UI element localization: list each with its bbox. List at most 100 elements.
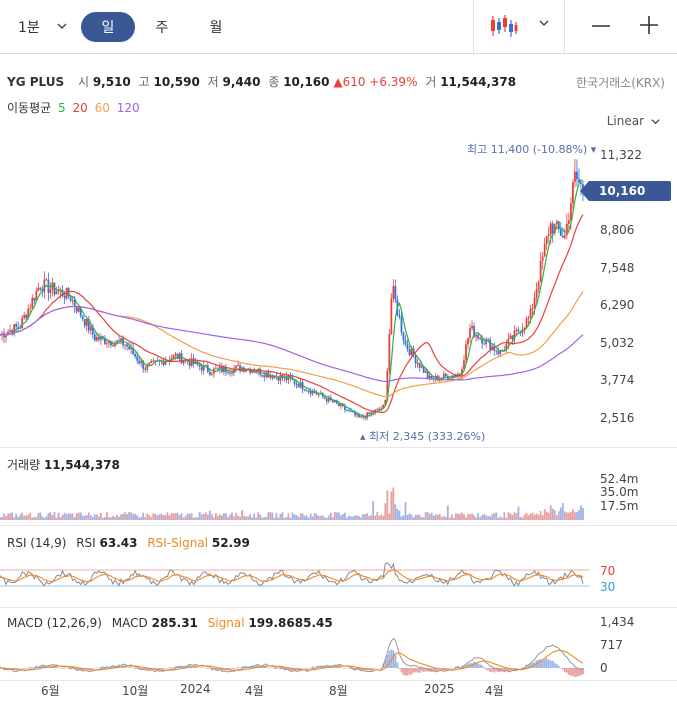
candle-body <box>251 370 254 373</box>
macd-histogram-bar <box>567 668 570 675</box>
candle-body <box>138 360 141 364</box>
candle-body <box>331 400 334 403</box>
volume-bar <box>291 512 294 520</box>
macd-histogram-bar <box>358 668 360 670</box>
volume-bar <box>35 517 38 520</box>
candle-body <box>216 368 219 370</box>
volume-label: 거 <box>425 75 437 89</box>
volume-value: 11,544,378 <box>440 75 517 89</box>
moving-average-legend[interactable]: 이동평균 5 20 60 120 <box>7 99 140 116</box>
price-chart-area[interactable] <box>0 135 590 445</box>
macd-histogram-bar <box>551 660 554 668</box>
volume-bar <box>350 516 352 520</box>
candle-body <box>555 221 558 225</box>
chevron-down-icon[interactable] <box>538 17 550 29</box>
candle-body <box>281 375 284 379</box>
candle-body <box>523 327 526 330</box>
volume-bar <box>142 512 145 520</box>
macd-histogram-bar <box>503 668 506 673</box>
close-label: 종 <box>268 75 280 89</box>
candle-body <box>398 315 401 318</box>
macd-histogram-bar <box>33 667 36 668</box>
candle-body <box>136 356 139 361</box>
scale-mode-dropdown[interactable]: Linear <box>607 114 661 128</box>
macd-histogram-bar <box>563 668 566 673</box>
volume-bar <box>465 517 467 520</box>
candle-body <box>557 221 560 230</box>
zoom-out-icon[interactable] <box>591 18 611 34</box>
candle-body <box>33 297 36 301</box>
interval-dropdown[interactable]: 1분 <box>8 12 70 42</box>
candle-body <box>162 360 165 365</box>
ma-5-line <box>0 178 584 418</box>
candle-body <box>493 346 496 351</box>
macd-histogram-bar <box>25 668 28 669</box>
macd-histogram-bar <box>545 658 548 668</box>
macd-signal-line <box>0 649 584 671</box>
volume-bar <box>444 517 447 520</box>
macd-histogram-bar <box>130 667 133 668</box>
candle-body <box>455 375 457 377</box>
macd-histogram-bar <box>404 668 407 676</box>
candle-body <box>35 290 38 301</box>
volume-bar <box>83 515 86 520</box>
macd-histogram-bar <box>255 665 258 668</box>
volume-chart-area[interactable] <box>0 470 590 520</box>
macd-histogram-bar <box>384 659 387 668</box>
volume-bar <box>342 514 344 520</box>
volume-bar <box>354 515 356 520</box>
macd-line <box>0 637 583 673</box>
candle-body <box>487 339 490 341</box>
volume-bar <box>23 515 26 520</box>
volume-bar <box>517 506 520 520</box>
macd-histogram-bar <box>192 666 195 668</box>
rsi-chart-area[interactable] <box>0 552 590 602</box>
candle-body <box>182 360 185 364</box>
period-tab-month[interactable]: 월 <box>189 12 243 42</box>
volume-bar <box>124 512 126 520</box>
rsi-level-70: 70 <box>600 564 616 578</box>
macd-histogram-bar <box>289 668 292 671</box>
macd-histogram-bar <box>265 666 268 668</box>
volume-bar <box>154 514 157 520</box>
macd-histogram-bar <box>410 668 413 675</box>
open-value: 9,510 <box>92 75 131 89</box>
volume-bar <box>315 514 318 520</box>
candle-body <box>0 334 1 336</box>
candle-body <box>144 368 147 370</box>
macd-histogram-bar <box>75 668 78 671</box>
x-axis-label: 2024 <box>180 682 211 696</box>
volume-bar <box>186 513 189 520</box>
candle-body <box>269 375 272 378</box>
volume-bar <box>218 514 221 520</box>
volume-bar <box>71 513 74 520</box>
price-axis-tick: 6,290 <box>600 298 635 312</box>
candlestick-chart-type-icon[interactable] <box>490 14 518 38</box>
candle-body <box>311 390 314 394</box>
candle-body <box>426 371 429 378</box>
macd-histogram-bar <box>436 668 439 671</box>
volume-pane-value: 11,544,378 <box>43 458 120 472</box>
candle-body <box>428 375 431 378</box>
candle-body <box>499 350 502 355</box>
macd-histogram-bar <box>576 668 578 677</box>
ma-label: 이동평균 <box>7 101 52 115</box>
volume-bar <box>265 516 268 520</box>
period-tab-day[interactable]: 일 <box>81 12 135 42</box>
macd-chart-area[interactable] <box>0 632 590 678</box>
candle-body <box>390 298 393 334</box>
candle-body <box>360 416 362 418</box>
period-tab-week[interactable]: 주 <box>135 12 189 42</box>
zoom-in-icon[interactable] <box>639 15 659 35</box>
candle-body <box>576 171 578 180</box>
toolbar-divider <box>473 0 474 54</box>
candle-body <box>315 392 318 395</box>
macd-histogram-bar <box>259 667 262 668</box>
candle-body <box>75 306 78 312</box>
volume-bar <box>301 513 304 520</box>
volume-bar <box>396 508 399 520</box>
macd-histogram-bar <box>136 668 139 669</box>
macd-histogram-bar <box>23 668 26 669</box>
volume-bar <box>346 517 348 520</box>
macd-histogram-bar <box>267 667 270 669</box>
